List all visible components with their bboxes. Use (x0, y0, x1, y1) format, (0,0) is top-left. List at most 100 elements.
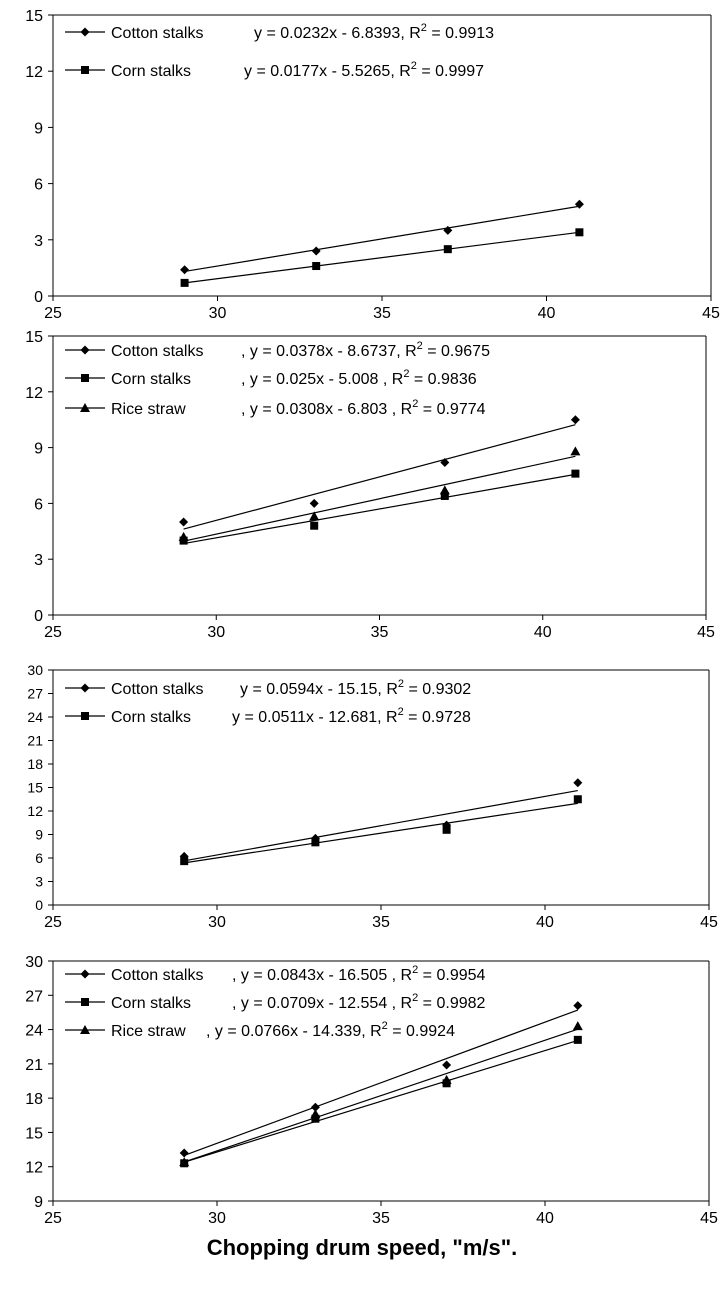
y-tick-label: 27 (27, 686, 43, 702)
fit-line (183, 424, 576, 530)
legend-label: Rice straw (111, 1023, 186, 1040)
y-tick-label: 9 (34, 120, 43, 137)
equation-label: y = 0.0594x - 15.15, R2 = 0.9302 (240, 678, 471, 698)
square-marker (573, 1035, 582, 1044)
x-tick-label: 25 (44, 914, 62, 931)
triangle-marker (572, 1021, 583, 1031)
y-tick-label: 12 (25, 385, 43, 402)
y-tick-label: 27 (25, 988, 43, 1005)
x-tick-label: 45 (700, 914, 718, 931)
series-cotton-stalks: Cotton stalks , y = 0.0843x - 16.505 , R2… (65, 964, 583, 1158)
square-marker (310, 521, 319, 530)
legend-label: Corn stalks (111, 63, 191, 80)
triangle-marker (570, 446, 581, 456)
x-tick-label: 25 (44, 624, 62, 641)
y-tick-label: 6 (35, 850, 43, 866)
y-tick-label: 21 (27, 733, 43, 749)
fit-line (184, 802, 578, 864)
legend-square-marker (81, 712, 89, 720)
series-cotton-stalks: Cotton stalks , y = 0.0378x - 8.6737, R2 … (65, 340, 580, 530)
y-tick-label: 18 (27, 756, 43, 772)
diamond-marker (442, 1060, 452, 1070)
diamond-marker (309, 498, 319, 508)
y-tick-label: 9 (34, 441, 43, 458)
diamond-marker (311, 246, 321, 256)
x-tick-label: 40 (536, 1210, 554, 1227)
chart-panel-4: 9 12 15 18 21 24 27 30 25 30 35 40 45 Cotton stalks , … (25, 954, 718, 1227)
x-tick-label: 40 (538, 305, 556, 322)
legend-label: Rice straw (111, 401, 186, 418)
legend-square-marker (81, 374, 89, 382)
fit-line (184, 789, 578, 862)
triangle-marker (179, 1157, 190, 1167)
triangle-marker (439, 485, 450, 495)
square-marker (575, 228, 584, 237)
legend-label: Cotton stalks (111, 25, 203, 42)
equation-label: , y = 0.0843x - 16.505 , R2 = 0.9954 (232, 964, 486, 984)
equation-label: y = 0.0232x - 6.8393, R2 = 0.9913 (254, 22, 494, 42)
legend-label: Cotton stalks (111, 681, 203, 698)
equation-label: , y = 0.025x - 5.008 , R2 = 0.9836 (241, 368, 477, 388)
legend-square-marker (81, 998, 89, 1006)
square-marker (573, 795, 582, 804)
legend-label: Cotton stalks (111, 343, 203, 360)
square-marker (311, 838, 320, 847)
equation-label: y = 0.0511x - 12.681, R2 = 0.9728 (232, 706, 471, 726)
legend-diamond-marker (80, 969, 90, 979)
y-tick-label: 0 (34, 608, 43, 625)
y-tick-label: 9 (34, 1194, 43, 1211)
diamond-marker (440, 457, 450, 467)
y-tick-label: 0 (35, 897, 43, 913)
equation-label: , y = 0.0709x - 12.554 , R2 = 0.9982 (232, 992, 486, 1012)
y-tick-label: 9 (35, 827, 43, 843)
y-tick-label: 0 (34, 289, 43, 306)
diamond-marker (574, 199, 584, 209)
triangle-marker (310, 1109, 321, 1119)
y-tick-label: 3 (35, 874, 43, 890)
series-rice-straw: Rice straw , y = 0.0308x - 6.803 , R2 = 0… (65, 398, 581, 542)
triangle-marker (178, 531, 189, 541)
equation-label: y = 0.0177x - 5.5265, R2 = 0.9997 (244, 60, 484, 80)
fit-line (184, 205, 580, 273)
fit-line (184, 231, 580, 284)
square-marker (312, 262, 321, 271)
x-tick-label: 25 (44, 305, 62, 322)
legend-square-marker (81, 66, 89, 74)
series-corn-stalks: Corn stalks , y = 0.025x - 5.008 , R2 = 0… (65, 368, 580, 545)
equation-label: , y = 0.0766x - 14.339, R2 = 0.9924 (206, 1020, 455, 1040)
square-marker (571, 469, 580, 478)
series-cotton-stalks: Cotton stalks y = 0.0594x - 15.15, R2 = 0… (65, 678, 583, 862)
square-marker (443, 245, 452, 254)
x-tick-label: 30 (207, 624, 225, 641)
y-tick-label: 3 (34, 233, 43, 250)
x-axis-title: Chopping drum speed, "m/s". (206, 1235, 518, 1260)
legend-label: Cotton stalks (111, 967, 203, 984)
y-tick-label: 21 (25, 1057, 43, 1074)
y-tick-label: 18 (25, 1091, 43, 1108)
legend-diamond-marker (80, 345, 90, 355)
x-tick-label: 45 (700, 1210, 718, 1227)
x-tick-label: 30 (208, 1210, 226, 1227)
fit-line (184, 1039, 578, 1163)
legend-label: Corn stalks (111, 709, 191, 726)
y-tick-label: 12 (25, 64, 43, 81)
y-tick-label: 15 (25, 1125, 43, 1142)
legend-triangle-marker (80, 403, 90, 412)
fit-line (183, 1009, 579, 1156)
series-corn-stalks: Corn stalks y = 0.0511x - 12.681, R2 = 0.… (65, 706, 582, 866)
x-tick-label: 35 (372, 914, 390, 931)
y-tick-label: 12 (25, 1160, 43, 1177)
legend-label: Corn stalks (111, 995, 191, 1012)
diamond-marker (179, 1148, 189, 1158)
square-marker (442, 825, 451, 834)
y-tick-label: 15 (27, 780, 43, 796)
x-tick-label: 40 (534, 624, 552, 641)
x-tick-label: 35 (372, 1210, 390, 1227)
square-marker (440, 491, 449, 500)
series-rice-straw: Rice straw , y = 0.0766x - 14.339, R2 = 0… (65, 1020, 583, 1167)
diamond-marker (180, 265, 190, 275)
fit-line (183, 473, 576, 545)
x-tick-label: 30 (208, 914, 226, 931)
diamond-marker (570, 415, 580, 425)
square-marker (311, 1114, 320, 1123)
